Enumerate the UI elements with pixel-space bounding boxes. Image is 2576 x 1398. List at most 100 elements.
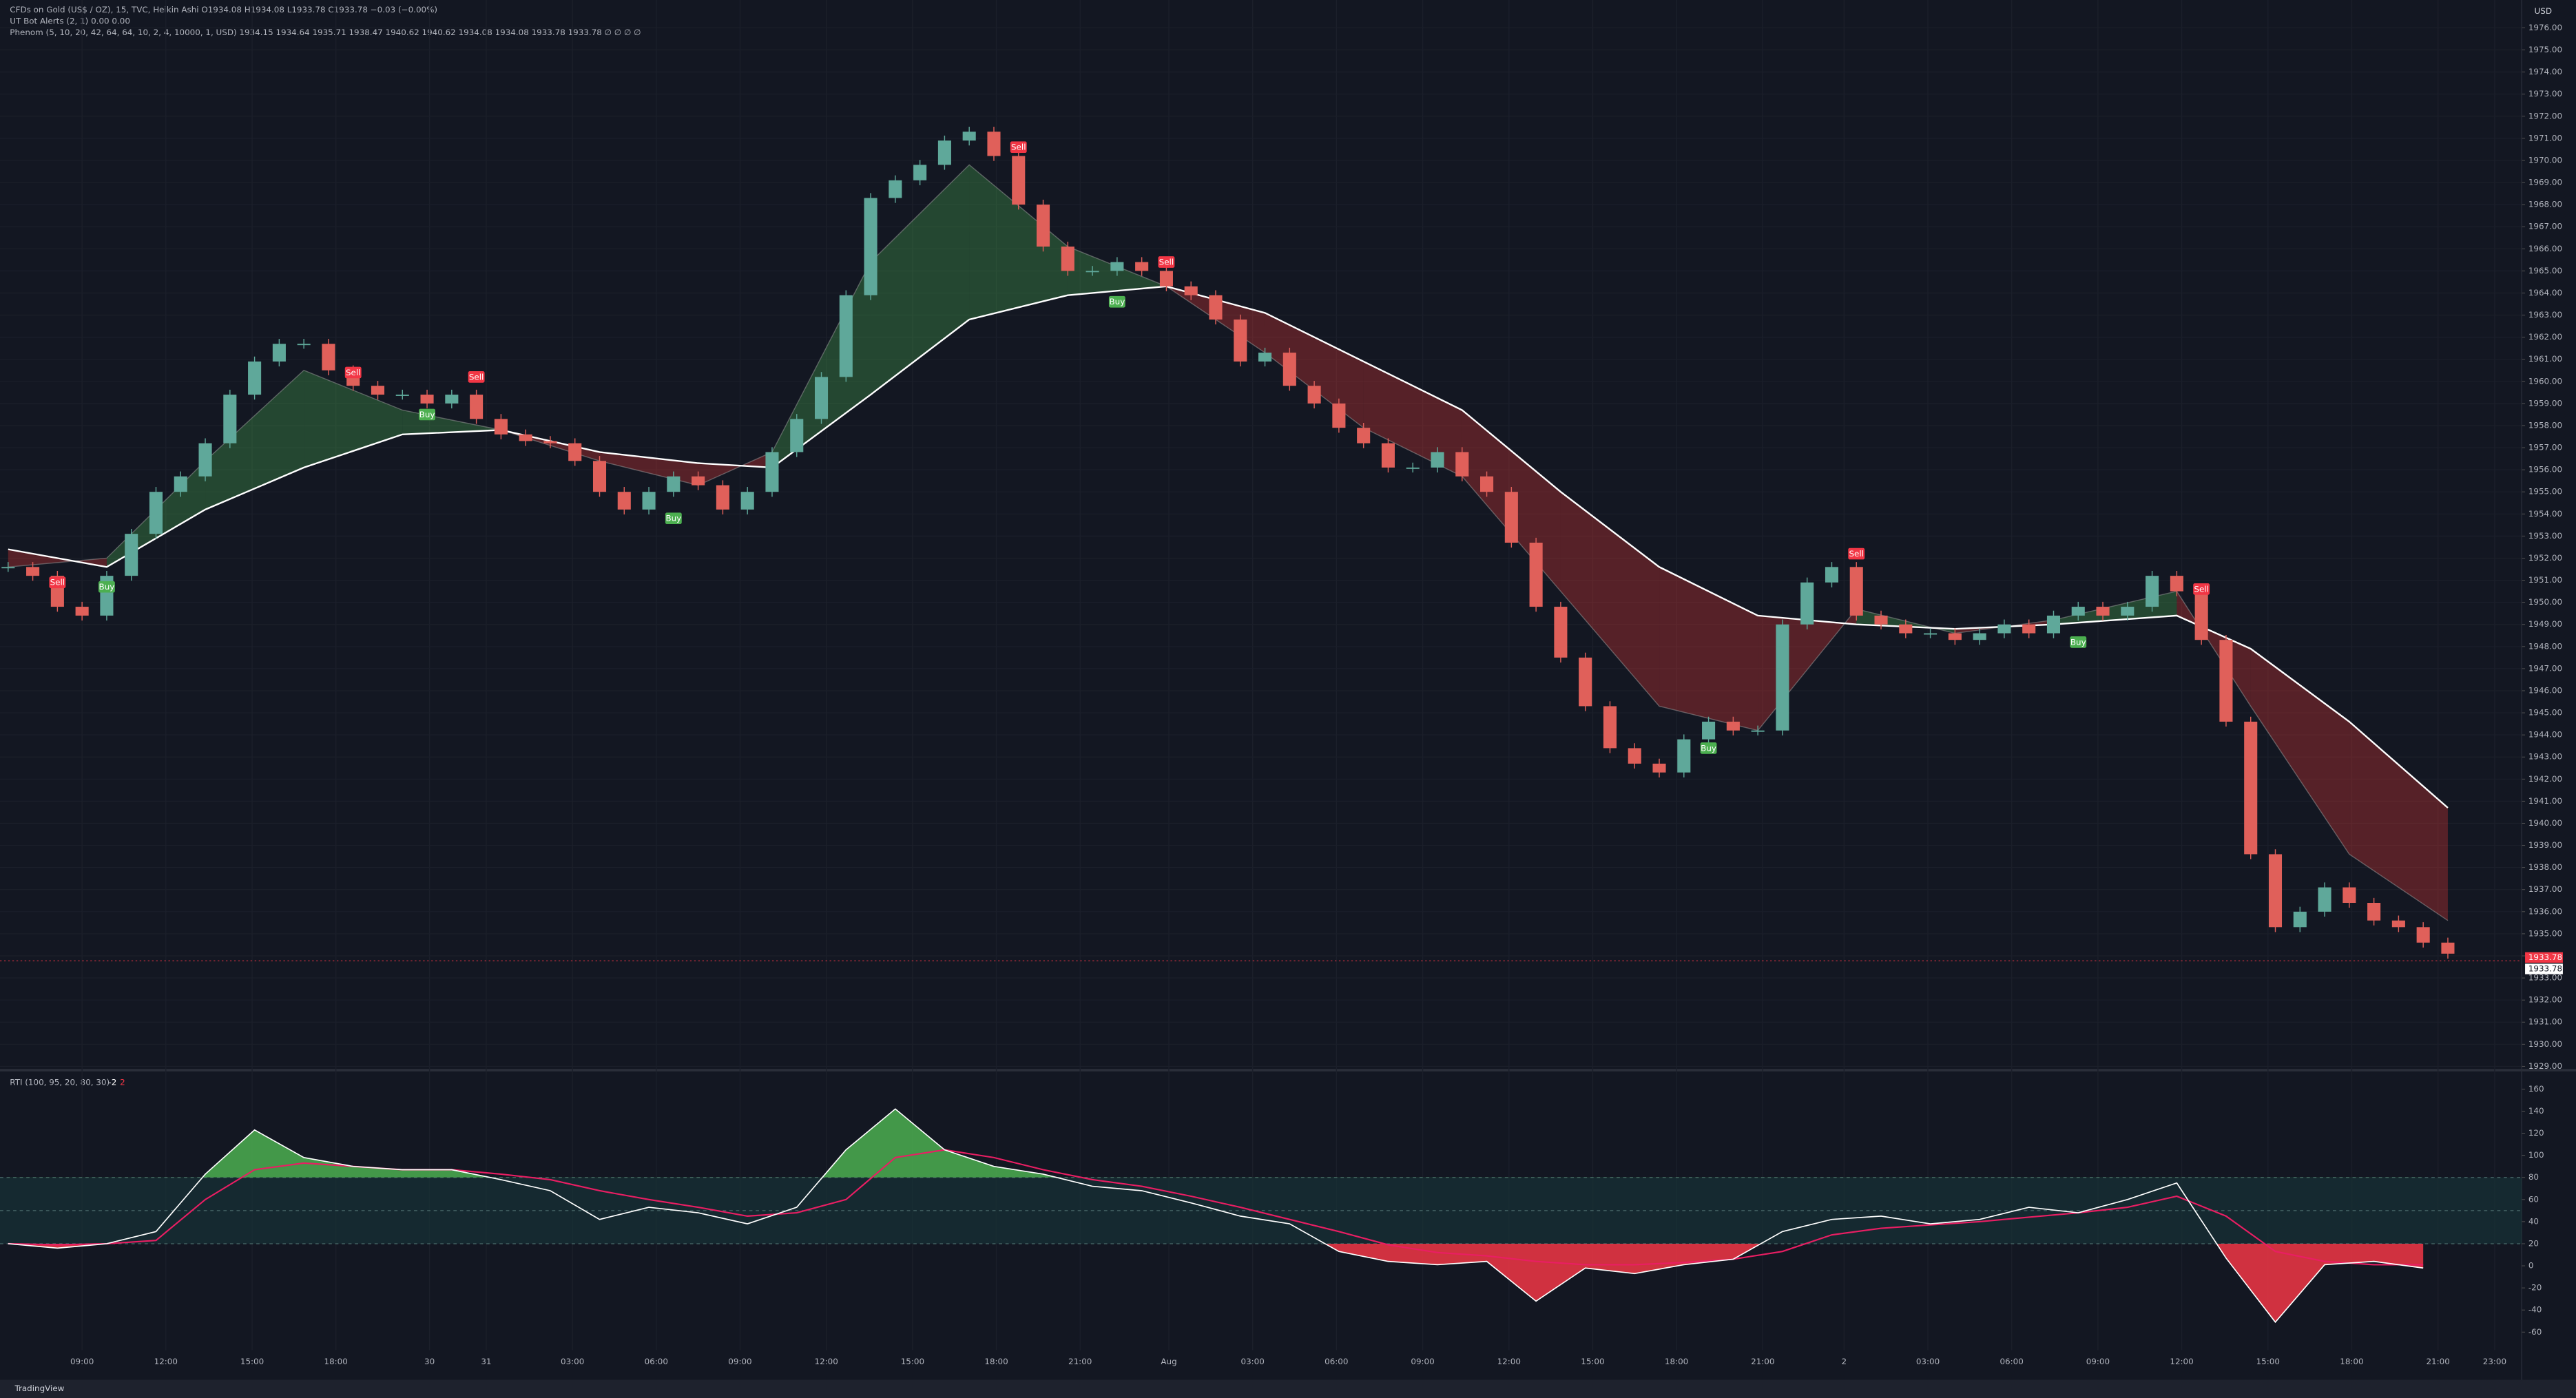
x-tick-label: 12:00: [815, 1357, 838, 1366]
candle: [1948, 633, 1962, 640]
candle: [198, 443, 212, 477]
y-tick-label: -20: [2528, 1283, 2542, 1293]
y-tick-label: 1940.00: [2528, 818, 2562, 828]
candle: [395, 395, 409, 396]
y-tick-label: 1946.00: [2528, 685, 2562, 695]
y-tick-label: 1972.00: [2528, 111, 2562, 121]
candle: [1036, 205, 1050, 247]
y-tick-label: 1973.00: [2528, 89, 2562, 98]
x-tick-label: 21:00: [1068, 1357, 1092, 1366]
x-tick-label: 18:00: [984, 1357, 1008, 1366]
y-tick-label: 1933.00: [2528, 973, 2562, 983]
x-tick-label: 09:00: [728, 1357, 751, 1366]
candle: [125, 534, 138, 576]
candle: [2046, 615, 2061, 634]
candle: [617, 492, 631, 510]
x-tick-label: 18:00: [324, 1357, 348, 1366]
x-tick-label: 03:00: [561, 1357, 584, 1366]
candle: [26, 567, 40, 576]
y-tick-label: 1970.00: [2528, 155, 2562, 165]
candle: [1677, 739, 1691, 773]
x-tick-label: 23:00: [2483, 1357, 2506, 1366]
y-tick-label: 1975.00: [2528, 45, 2562, 54]
candle: [174, 476, 187, 492]
y-tick-label: 1939.00: [2528, 840, 2562, 850]
candle: [543, 441, 557, 444]
candle: [1776, 624, 1789, 731]
candle: [2268, 854, 2283, 928]
signal-label: Sell: [346, 368, 361, 377]
candle: [2096, 607, 2110, 616]
signal-label: Buy: [665, 514, 681, 523]
candle: [445, 395, 459, 404]
x-tick-label: 03:00: [1241, 1357, 1265, 1366]
signal-label: Sell: [1159, 258, 1174, 267]
y-tick-label: 1931.00: [2528, 1017, 2562, 1027]
x-tick-label: 15:00: [1581, 1357, 1604, 1366]
signal-label: Buy: [419, 410, 435, 419]
y-tick-label: 1932.00: [2528, 995, 2562, 1005]
candle: [1800, 582, 1814, 625]
y-tick-label: 1960.00: [2528, 376, 2562, 386]
ribbon-fill: [1659, 567, 1758, 731]
signal-badge: [1158, 256, 1175, 268]
candle: [223, 395, 237, 444]
candle: [1282, 353, 1296, 386]
y-tick-label: 1968.00: [2528, 200, 2562, 209]
y-tick-label: 1965.00: [2528, 266, 2562, 275]
candle: [1086, 271, 1099, 273]
signal-label: Buy: [99, 582, 115, 592]
x-tick-label: 18:00: [2340, 1357, 2363, 1366]
x-tick-label: 09:00: [1411, 1357, 1434, 1366]
signal-badge: [49, 576, 66, 589]
candle: [2441, 942, 2455, 954]
candle: [149, 492, 163, 534]
x-tick-label: 09:00: [70, 1357, 94, 1366]
candle: [1603, 706, 1617, 749]
signal-label: Sell: [1011, 143, 1026, 152]
candle: [1652, 763, 1666, 773]
header-line: Phenom (5, 10, 20, 42, 64, 64, 10, 2, 4,…: [10, 28, 641, 37]
candle: [2146, 576, 2159, 607]
candle: [716, 485, 729, 510]
y-tick-label: 80: [2528, 1172, 2539, 1182]
candle: [2121, 607, 2134, 616]
candle: [1997, 624, 2011, 634]
rti-value: -2: [108, 1077, 116, 1087]
signal-badge: [2070, 636, 2087, 648]
y-tick-label: 1941.00: [2528, 796, 2562, 806]
y-tick-label: 140: [2528, 1106, 2544, 1116]
x-tick-label: 09:00: [2086, 1357, 2110, 1366]
y-tick-label: 120: [2528, 1128, 2544, 1138]
y-tick-label: 60: [2528, 1194, 2539, 1204]
signal-label: Sell: [1849, 549, 1864, 559]
candle: [1234, 319, 1247, 362]
y-tick-label: 1959.00: [2528, 398, 2562, 408]
rti-line: [8, 1108, 2424, 1324]
y-tick-label: 1963.00: [2528, 310, 2562, 320]
y-tick-label: 1969.00: [2528, 178, 2562, 187]
y-tick-label: 1942.00: [2528, 774, 2562, 784]
ribbon-fill: [2250, 649, 2349, 855]
candle: [1849, 567, 1863, 616]
y-tick-label: 1944.00: [2528, 730, 2562, 740]
candle: [2293, 911, 2307, 928]
candle: [371, 386, 385, 395]
price-tag-label: 1933.78: [2528, 952, 2562, 962]
candle: [1924, 633, 1938, 635]
candle: [1307, 386, 1321, 404]
y-tick-label: 0: [2528, 1261, 2534, 1271]
x-tick-label: 06:00: [2000, 1357, 2024, 1366]
x-tick-label: 31: [481, 1357, 491, 1366]
candle: [1973, 633, 1986, 640]
candle: [2391, 920, 2405, 928]
candle: [1480, 476, 1494, 492]
candle: [297, 344, 311, 346]
x-tick-label: 30: [424, 1357, 435, 1366]
candle: [1159, 271, 1173, 286]
x-tick-label: 2: [1842, 1357, 1847, 1366]
candle: [592, 461, 607, 492]
y-tick-label: 1954.00: [2528, 509, 2562, 519]
candle: [1381, 443, 1395, 468]
